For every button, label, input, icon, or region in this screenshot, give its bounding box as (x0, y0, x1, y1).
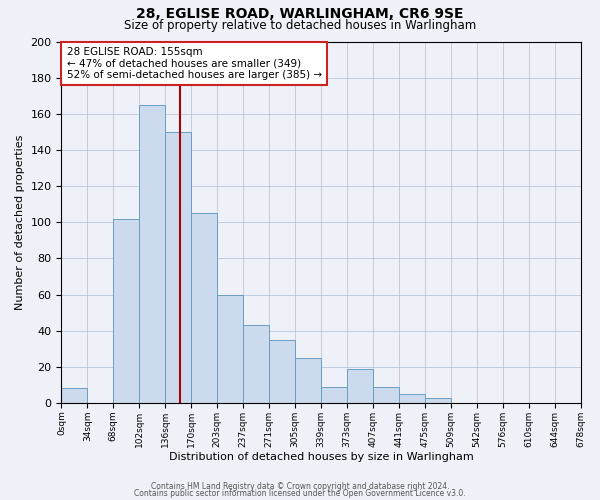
Bar (217, 294, 243, 403)
Bar (373, 386, 399, 403)
Bar (295, 358, 321, 403)
Text: Contains HM Land Registry data © Crown copyright and database right 2024.: Contains HM Land Registry data © Crown c… (151, 482, 449, 491)
Bar (139, 105, 165, 403)
Bar (269, 340, 295, 403)
Bar (347, 368, 373, 403)
Bar (425, 398, 451, 403)
Bar (243, 325, 269, 403)
Bar (321, 386, 347, 403)
Text: Contains public sector information licensed under the Open Government Licence v3: Contains public sector information licen… (134, 489, 466, 498)
Bar (61, 388, 88, 403)
Text: 28 EGLISE ROAD: 155sqm
← 47% of detached houses are smaller (349)
52% of semi-de: 28 EGLISE ROAD: 155sqm ← 47% of detached… (67, 47, 322, 80)
Text: 28, EGLISE ROAD, WARLINGHAM, CR6 9SE: 28, EGLISE ROAD, WARLINGHAM, CR6 9SE (136, 8, 464, 22)
Bar (113, 218, 139, 403)
Text: Size of property relative to detached houses in Warlingham: Size of property relative to detached ho… (124, 18, 476, 32)
Y-axis label: Number of detached properties: Number of detached properties (15, 134, 25, 310)
Bar (165, 132, 191, 403)
Bar (399, 394, 425, 403)
X-axis label: Distribution of detached houses by size in Warlingham: Distribution of detached houses by size … (169, 452, 473, 462)
Bar (191, 213, 217, 403)
